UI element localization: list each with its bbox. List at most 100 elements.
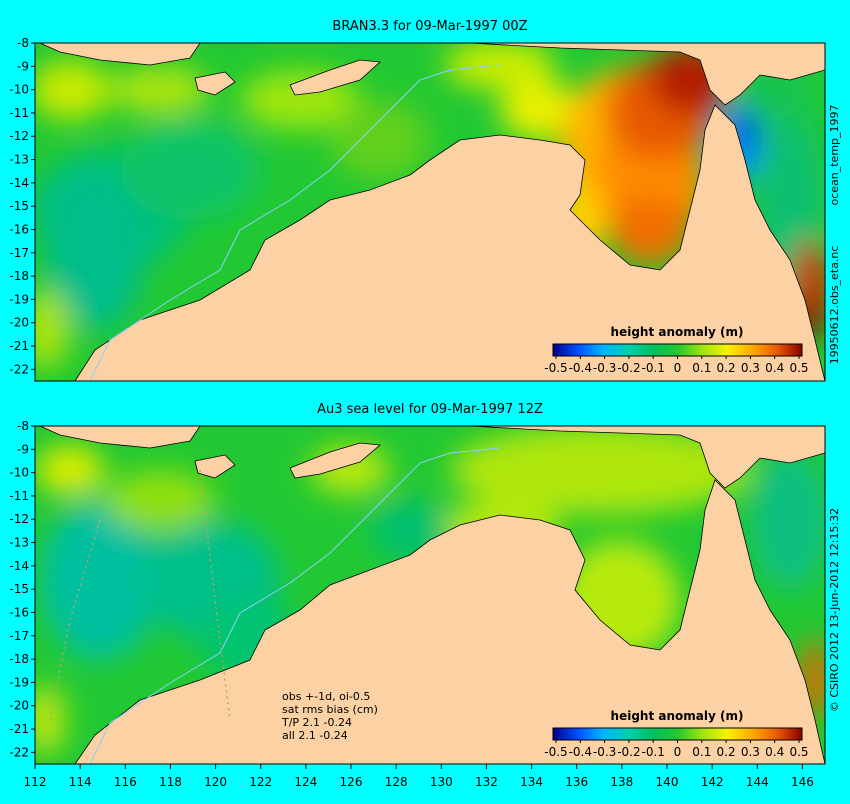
bottom-lat-tick-label: -22 [9,745,29,759]
lon-tick-label: 126 [340,775,363,789]
legend-tick-label: 0.3 [741,745,760,759]
legend-tick-label: -0.2 [617,745,640,759]
legend-tick-label: -0.2 [617,361,640,375]
top-map-frame [34,42,826,382]
bottom-stats-line-4: all 2.1 -0.24 [282,729,348,742]
top-side-label-1: ocean_temp_1997 [828,104,841,205]
bottom-stats-line-3: T/P 2.1 -0.24 [281,716,352,729]
top-isobath-line [89,64,501,381]
top-lat-tick-label: -13 [9,153,29,167]
bottom-lat-tick-label: -20 [9,699,29,713]
bottom-island-sumba [194,454,236,479]
bottom-stats-line-1: obs +-1d, oi-0.5 [282,690,370,703]
legend-tick-label: -0.3 [593,745,616,759]
lon-tick-label: 134 [520,775,543,789]
bottom-anomaly-field [35,426,825,755]
legend-tick-label: 0.4 [765,745,784,759]
top-lat-tick-label: -14 [9,176,29,190]
legend-tick-label: 0.1 [692,361,711,375]
bottom-lat-tick-label: -9 [17,442,29,456]
legend-tick-label: 0.1 [692,745,711,759]
top-side-label-2: 19950612.obs_eta.nc [828,246,841,365]
top-lat-tick-label: -21 [9,339,29,353]
bottom-lat-tick-label: -11 [9,489,29,503]
top-legend-ticks: -0.5 -0.4 -0.3 -0.2 -0.1 0 0.1 0.2 0.3 0.4 0.5 [544,356,809,375]
bottom-lat-tick-label: -16 [9,605,29,619]
top-lat-tick-label: -20 [9,316,29,330]
bottom-lat-tick-label: -17 [9,629,29,643]
bottom-obs-track [49,469,231,721]
top-timor-island [289,59,381,96]
bottom-lat-tick-label: -18 [9,652,29,666]
legend-tick-label: 0.5 [789,361,808,375]
top-lat-tick-label: -8 [17,36,29,50]
bottom-lat-tick-label: -8 [17,419,29,433]
lon-tick-label: 118 [159,775,182,789]
top-lat-tick-label: -9 [17,59,29,73]
bottom-map-frame [34,425,826,765]
legend-tick-label: -0.5 [544,745,567,759]
lon-axis: 112 114 116 118 120 122 124 126 128 130 132 134 136 1… [24,764,814,789]
top-map-area [35,43,825,381]
top-legend: height anomaly (m) -0.5 -0.4 -0.3 -0.2 -0.1 0… [544,325,808,375]
bottom-panel-title: Au3 sea level for 09-Mar-1997 12Z [317,402,543,417]
bottom-new-guinea-coast [469,426,825,489]
bottom-isobath-line [89,447,501,764]
bottom-side-label-1: © CSIRO 2012 13-Jun-2012 12:15:32 [828,508,841,712]
bottom-lat-tick-label: -14 [9,559,29,573]
bottom-colorbar [552,727,803,741]
legend-tick-label: -0.5 [544,361,567,375]
lon-tick-label: 120 [204,775,227,789]
lon-tick-label: 114 [69,775,92,789]
legend-tick-label: 0.2 [717,361,736,375]
legend-tick-label: 0.3 [741,361,760,375]
top-panel-title: BRAN3.3 for 09-Mar-1997 00Z [332,19,527,34]
bottom-australia-landmass [74,479,825,764]
bottom-legend: height anomaly (m) -0.5 -0.4 -0.3 -0.2 -0.1 0… [544,709,808,759]
lon-tick-label: 116 [114,775,137,789]
bottom-legend-title: height anomaly (m) [611,709,744,723]
bottom-timor-island [289,442,381,479]
bottom-land [39,426,825,764]
top-lat-tick-label: -19 [9,292,29,306]
legend-tick-label: -0.4 [569,745,592,759]
lon-tick-label: 136 [565,775,588,789]
bottom-lat-tick-label: -15 [9,582,29,596]
lon-tick-label: 140 [656,775,679,789]
lon-tick-label: 132 [475,775,498,789]
bottom-lat-tick-label: -13 [9,536,29,550]
bottom-map-area [35,426,825,764]
bottom-lat-tick-label: -21 [9,722,29,736]
bottom-lat-tick-label: -12 [9,512,29,526]
legend-tick-label: -0.1 [641,745,664,759]
top-lat-tick-label: -15 [9,199,29,213]
legend-tick-label: -0.3 [593,361,616,375]
lon-tick-label: 130 [430,775,453,789]
top-lat-tick-label: -17 [9,246,29,260]
bottom-panel: Au3 sea level for 09-Mar-1997 12Z [9,402,841,789]
top-lat-tick-label: -18 [9,269,29,283]
legend-tick-label: -0.1 [641,361,664,375]
legend-tick-label: 0.5 [789,745,808,759]
lon-tick-label: 138 [610,775,633,789]
legend-tick-label: 0.4 [765,361,784,375]
lon-tick-label: 122 [249,775,272,789]
top-island-sumba [194,71,236,96]
bottom-legend-ticks: -0.5 -0.4 -0.3 -0.2 -0.1 0 0.1 0.2 0.3 0.4 0.5 [544,740,809,759]
top-lat-tick-label: -16 [9,222,29,236]
bottom-island-flores [39,426,201,449]
top-lat-tick-label: -12 [9,129,29,143]
top-lat-tick-label: -10 [9,83,29,97]
lon-tick-label: 112 [24,775,47,789]
top-island-flores [39,43,201,66]
lon-tick-label: 142 [701,775,724,789]
lon-tick-label: 144 [746,775,769,789]
legend-tick-label: 0 [674,745,682,759]
legend-tick-label: -0.4 [569,361,592,375]
top-land [39,43,825,381]
legend-tick-label: 0 [674,361,682,375]
top-australia-landmass [74,104,825,381]
top-panel: BRAN3.3 for 09-Mar-1997 00Z [9,19,841,382]
top-colorbar [552,343,803,357]
